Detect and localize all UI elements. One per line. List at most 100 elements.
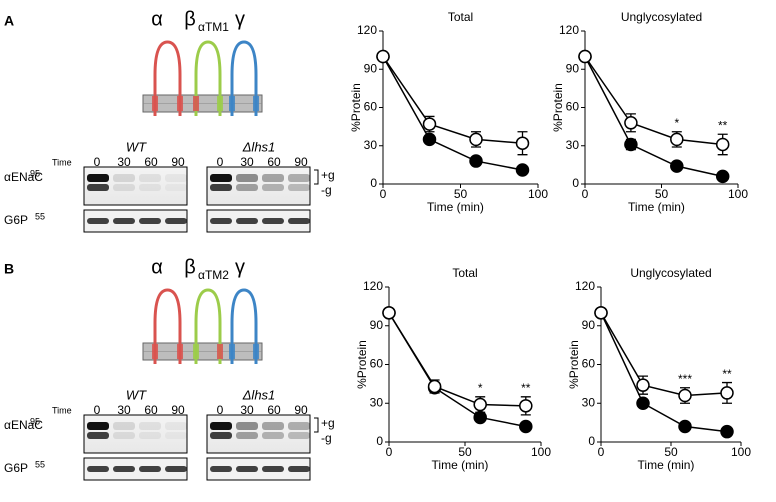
blot-band bbox=[113, 174, 135, 182]
data-point bbox=[422, 132, 437, 147]
lane-label: 0 bbox=[217, 155, 224, 169]
mw-marker: 55 bbox=[35, 211, 45, 221]
data-point bbox=[469, 154, 483, 168]
lane-label: 60 bbox=[144, 403, 158, 417]
y-tick-label: 90 bbox=[364, 61, 378, 75]
y-tick-label: 120 bbox=[363, 279, 383, 293]
blot-band bbox=[262, 422, 284, 430]
blot-band bbox=[139, 466, 161, 472]
series-line bbox=[600, 312, 728, 433]
lane-label: 60 bbox=[267, 403, 281, 417]
blot-band bbox=[87, 218, 109, 224]
subunit-subscript: αTM2 bbox=[198, 268, 229, 282]
y-tick-label: 60 bbox=[582, 357, 596, 371]
significance-label: * bbox=[674, 116, 679, 130]
lane-label: 90 bbox=[294, 155, 308, 169]
lane-label: 60 bbox=[267, 155, 281, 169]
x-tick-label: 0 bbox=[380, 187, 387, 201]
y-tick-label: 30 bbox=[370, 395, 384, 409]
data-point bbox=[670, 159, 684, 173]
subunit-loop bbox=[230, 40, 258, 116]
blot-band bbox=[210, 174, 232, 182]
blot-band bbox=[165, 466, 187, 472]
blot-band bbox=[113, 218, 135, 224]
series-line bbox=[388, 312, 526, 407]
significance-label: ** bbox=[521, 381, 531, 395]
time-label: Time bbox=[52, 405, 72, 415]
blot-row-label: αENaC bbox=[4, 418, 43, 432]
y-tick-label: 30 bbox=[364, 138, 378, 152]
blot-band bbox=[236, 466, 258, 472]
y-axis-label: %Protein bbox=[551, 83, 565, 132]
data-point bbox=[678, 419, 692, 434]
y-tick-label: 120 bbox=[559, 23, 579, 37]
chart-title: Unglycosylated bbox=[630, 266, 711, 280]
tm-segment bbox=[217, 344, 223, 359]
x-tick-label: 100 bbox=[528, 187, 548, 201]
data-point bbox=[624, 137, 638, 152]
band-bracket bbox=[314, 417, 319, 433]
lane-label: 90 bbox=[294, 403, 308, 417]
blot-band bbox=[113, 184, 135, 191]
tm-segment bbox=[193, 96, 199, 111]
tm-segment bbox=[229, 344, 235, 359]
x-tick-label: 0 bbox=[582, 187, 589, 201]
series-line bbox=[600, 312, 728, 397]
lane-label: 30 bbox=[240, 403, 254, 417]
strain-label: WT bbox=[126, 139, 147, 154]
data-point bbox=[715, 169, 730, 184]
blot-band bbox=[236, 174, 258, 182]
chart-title: Total bbox=[452, 266, 477, 280]
blot-band bbox=[87, 466, 109, 472]
blot-band bbox=[236, 184, 258, 191]
significance-label: * bbox=[478, 381, 483, 395]
blot-band bbox=[288, 184, 310, 191]
series-line bbox=[382, 56, 523, 171]
blot-band bbox=[87, 174, 109, 182]
x-tick-label: 50 bbox=[454, 187, 468, 201]
x-axis-label: Time (min) bbox=[638, 458, 695, 472]
blot-band bbox=[139, 174, 161, 182]
significance-label: *** bbox=[678, 372, 692, 386]
data-point bbox=[519, 419, 533, 434]
lane-label: 90 bbox=[171, 403, 185, 417]
x-tick-label: 100 bbox=[728, 187, 748, 201]
tm-segment bbox=[177, 96, 183, 111]
blot-band bbox=[288, 466, 310, 472]
panel-label: A bbox=[4, 13, 14, 29]
x-tick-label: 50 bbox=[458, 445, 472, 459]
blot-band bbox=[113, 432, 135, 439]
y-tick-label: 120 bbox=[575, 279, 595, 293]
chart: Total 0 30 60 90 120 0 50 100 Time (min) %Protein bbox=[349, 10, 548, 214]
x-axis-label: Time (min) bbox=[432, 458, 489, 472]
data-point bbox=[715, 137, 730, 152]
band-label: +g bbox=[321, 168, 335, 182]
data-point bbox=[473, 410, 487, 425]
mw-marker: 55 bbox=[35, 459, 45, 469]
x-tick-label: 50 bbox=[664, 445, 678, 459]
y-tick-label: 0 bbox=[572, 176, 579, 190]
tm-segment bbox=[217, 96, 223, 111]
blot-band bbox=[165, 422, 187, 430]
lane-label: 30 bbox=[117, 155, 131, 169]
x-tick-label: 100 bbox=[731, 445, 751, 459]
blot-band bbox=[288, 174, 310, 182]
lane-label: 30 bbox=[117, 403, 131, 417]
tm-segment bbox=[152, 96, 158, 111]
data-point bbox=[376, 49, 390, 64]
x-tick-label: 0 bbox=[386, 445, 393, 459]
blot-band bbox=[288, 218, 310, 224]
data-point bbox=[515, 163, 530, 177]
blot-band bbox=[139, 184, 161, 191]
blot-band bbox=[262, 432, 284, 439]
subunit-loop bbox=[194, 40, 222, 116]
tm-segment bbox=[177, 344, 183, 359]
data-point bbox=[636, 396, 650, 410]
data-point bbox=[519, 399, 533, 413]
y-tick-label: 30 bbox=[566, 138, 580, 152]
band-label: -g bbox=[321, 183, 332, 197]
y-tick-label: 120 bbox=[357, 23, 377, 37]
x-tick-label: 50 bbox=[655, 187, 669, 201]
